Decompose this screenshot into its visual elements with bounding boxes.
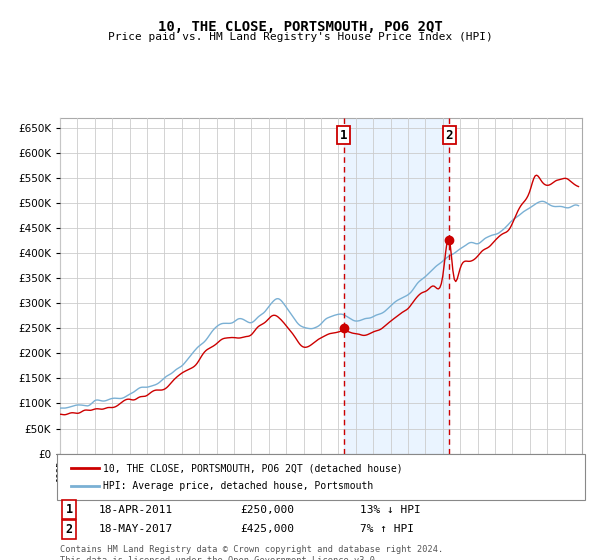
Text: 10, THE CLOSE, PORTSMOUTH, PO6 2QT: 10, THE CLOSE, PORTSMOUTH, PO6 2QT	[158, 20, 442, 34]
Text: Contains HM Land Registry data © Crown copyright and database right 2024.
This d: Contains HM Land Registry data © Crown c…	[60, 545, 443, 560]
Text: 18-APR-2011: 18-APR-2011	[99, 505, 173, 515]
Text: 18-MAY-2017: 18-MAY-2017	[99, 524, 173, 534]
Text: 1: 1	[340, 129, 347, 142]
Text: 2: 2	[446, 129, 453, 142]
Text: 1: 1	[65, 503, 73, 516]
Text: 7% ↑ HPI: 7% ↑ HPI	[360, 524, 414, 534]
Bar	[344, 118, 449, 454]
Text: 13% ↓ HPI: 13% ↓ HPI	[360, 505, 421, 515]
Text: £425,000: £425,000	[240, 524, 294, 534]
Text: £250,000: £250,000	[240, 505, 294, 515]
Text: HPI: Average price, detached house, Portsmouth: HPI: Average price, detached house, Port…	[103, 481, 373, 491]
Text: 10, THE CLOSE, PORTSMOUTH, PO6 2QT (detached house): 10, THE CLOSE, PORTSMOUTH, PO6 2QT (deta…	[103, 463, 403, 473]
Text: Price paid vs. HM Land Registry's House Price Index (HPI): Price paid vs. HM Land Registry's House …	[107, 32, 493, 43]
Text: 2: 2	[65, 522, 73, 536]
